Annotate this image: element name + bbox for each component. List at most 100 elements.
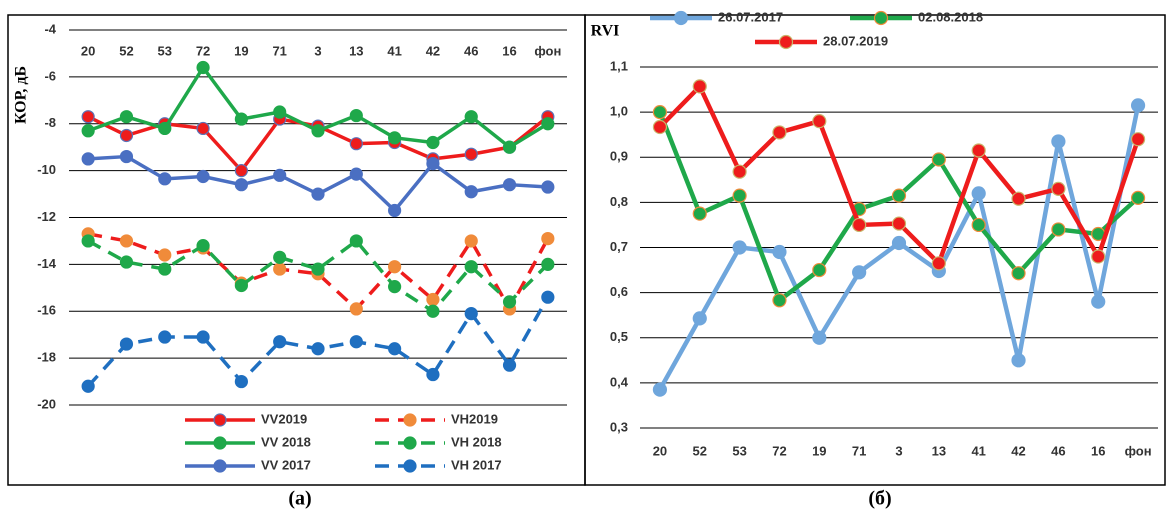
data-point <box>273 262 287 276</box>
data-point <box>464 185 478 199</box>
legend-marker <box>403 459 417 473</box>
x-tick-label: 20 <box>81 43 95 58</box>
data-point <box>81 234 95 248</box>
legend-marker <box>673 10 689 26</box>
data-point <box>1011 191 1026 206</box>
data-point <box>971 217 986 233</box>
data-point <box>388 131 402 145</box>
data-point <box>196 330 210 344</box>
x-tick-label: 13 <box>349 43 363 58</box>
x-tick-label: 71 <box>272 43 286 58</box>
data-point <box>311 262 325 276</box>
y-tick-label: 0,4 <box>610 374 629 389</box>
legend-marker <box>778 34 794 50</box>
data-point <box>119 255 134 269</box>
legend-label: 26.07.2017 <box>718 9 783 24</box>
data-point <box>891 188 907 203</box>
data-point <box>349 108 363 123</box>
legend-label: VV 2017 <box>261 457 311 472</box>
data-point <box>426 156 440 171</box>
data-point <box>772 244 787 260</box>
data-point <box>1130 98 1146 113</box>
legend-label: VH 2018 <box>451 434 502 449</box>
x-tick-label: 42 <box>1011 443 1025 458</box>
data-point <box>388 203 402 218</box>
legend-label: VH2019 <box>451 411 498 426</box>
x-tick-label: 52 <box>693 443 707 458</box>
data-point <box>502 358 517 372</box>
data-point <box>692 206 707 221</box>
x-tick-label: 72 <box>196 43 210 58</box>
data-point <box>158 248 172 262</box>
legend-marker <box>213 413 227 427</box>
panel-frame <box>584 14 1166 486</box>
x-tick-label: 42 <box>426 43 440 58</box>
y-tick-label: -20 <box>37 396 56 411</box>
data-point <box>464 234 478 248</box>
data-point <box>541 290 555 304</box>
data-point <box>81 124 95 138</box>
data-point <box>1091 294 1106 309</box>
data-point <box>196 169 210 184</box>
data-point <box>349 302 363 316</box>
legend-marker <box>403 436 417 450</box>
data-point <box>692 311 707 326</box>
data-point <box>1051 181 1066 196</box>
data-point <box>1011 266 1026 281</box>
y-tick-label: -14 <box>37 256 57 271</box>
data-point <box>349 167 363 181</box>
y-tick-label: 0,9 <box>610 149 628 164</box>
data-point <box>426 367 440 382</box>
x-tick-label: 19 <box>812 443 826 458</box>
data-point <box>158 330 172 344</box>
data-point <box>891 216 907 231</box>
data-point <box>732 188 747 203</box>
data-point <box>464 306 478 321</box>
data-point <box>464 260 478 274</box>
data-point <box>311 187 325 201</box>
data-point <box>426 304 440 318</box>
data-point <box>732 164 747 179</box>
data-point <box>273 335 287 349</box>
y-tick-label: -8 <box>44 115 56 130</box>
data-point <box>971 186 986 201</box>
data-point <box>931 256 946 271</box>
y-tick-label: -12 <box>37 209 56 224</box>
x-tick-label: фон <box>1125 443 1152 458</box>
data-point <box>388 260 402 274</box>
y-tick-label: -10 <box>37 162 56 177</box>
data-point <box>1091 249 1106 264</box>
series-line <box>86 296 550 388</box>
legend-marker <box>213 459 227 473</box>
legend-marker <box>403 413 417 427</box>
x-tick-label: 3 <box>895 443 902 458</box>
data-point <box>692 79 707 94</box>
data-point <box>502 295 517 309</box>
series-line <box>88 154 548 213</box>
data-point <box>119 110 134 124</box>
data-point <box>852 265 867 280</box>
y-axis-label: КОР, дБ <box>13 66 30 124</box>
data-point <box>812 330 827 345</box>
data-point <box>311 124 325 138</box>
data-point <box>273 168 287 182</box>
data-point <box>541 117 555 131</box>
y-tick-label: -16 <box>37 303 56 318</box>
x-tick-label: 3 <box>314 43 321 58</box>
data-point <box>349 137 363 151</box>
legend-label: VV 2018 <box>261 434 311 449</box>
data-point <box>732 240 747 255</box>
data-point <box>772 293 787 308</box>
x-tick-label: 53 <box>158 43 172 58</box>
data-point <box>196 121 210 136</box>
x-tick-label: 53 <box>732 443 746 458</box>
y-tick-label: -6 <box>44 68 56 83</box>
data-point <box>1051 134 1066 149</box>
data-point <box>273 250 287 264</box>
data-point <box>81 110 95 124</box>
legend-label: VV2019 <box>261 411 307 426</box>
legend-label: VH 2017 <box>451 457 502 472</box>
data-point <box>234 278 248 293</box>
data-point <box>81 152 95 166</box>
